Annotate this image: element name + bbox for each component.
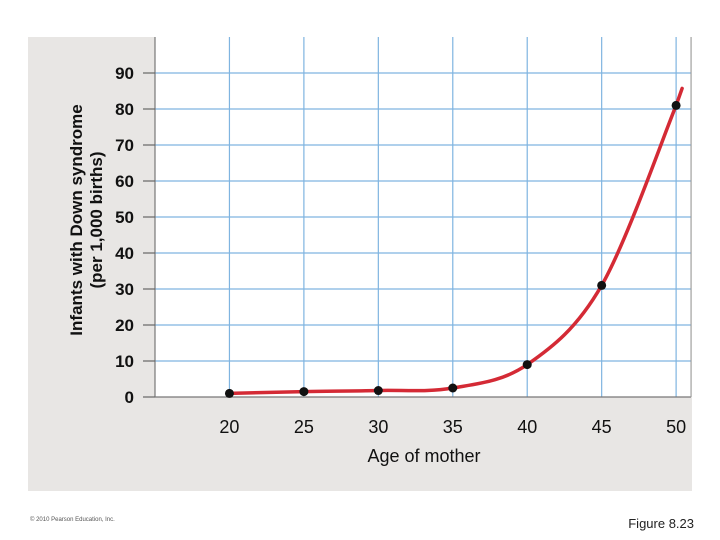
data-point xyxy=(299,387,309,397)
y-tick-label: 30 xyxy=(115,280,134,299)
x-axis-label: Age of mother xyxy=(367,446,480,466)
y-tick-label: 20 xyxy=(115,316,134,335)
y-tick-label: 50 xyxy=(115,208,134,227)
data-point xyxy=(448,383,458,393)
x-tick-label: 40 xyxy=(517,417,537,437)
x-tick-label: 30 xyxy=(368,417,388,437)
x-tick-label: 25 xyxy=(294,417,314,437)
x-tick-label: 50 xyxy=(666,417,686,437)
data-point xyxy=(373,386,383,396)
y-tick-label: 90 xyxy=(115,64,134,83)
y-axis-label: Infants with Down syndrome (per 1,000 bi… xyxy=(67,104,106,335)
data-point xyxy=(522,360,532,370)
x-tick-label: 20 xyxy=(219,417,239,437)
y-tick-label: 10 xyxy=(115,352,134,371)
y-tick-label: 0 xyxy=(125,388,134,407)
data-point xyxy=(597,280,607,290)
x-tick-label: 45 xyxy=(592,417,612,437)
y-tick-label: 80 xyxy=(115,100,134,119)
grid-lines xyxy=(155,37,691,397)
figure-caption: Figure 8.23 xyxy=(628,516,694,531)
y-tick-label: 40 xyxy=(115,244,134,263)
x-tick-labels: 20 25 30 35 40 45 50 xyxy=(219,417,686,437)
y-tick-labels: 0 10 20 30 40 50 60 70 80 90 xyxy=(115,64,155,407)
y-axis-label-line1: Infants with Down syndrome xyxy=(67,104,86,335)
data-points xyxy=(224,100,681,398)
y-axis-label-line2: (per 1,000 births) xyxy=(87,152,106,289)
data-point xyxy=(224,388,234,398)
y-tick-label: 60 xyxy=(115,172,134,191)
y-tick-label: 70 xyxy=(115,136,134,155)
copyright-notice: © 2010 Pearson Education, Inc. xyxy=(30,517,115,523)
x-tick-label: 35 xyxy=(443,417,463,437)
data-point xyxy=(671,100,681,110)
